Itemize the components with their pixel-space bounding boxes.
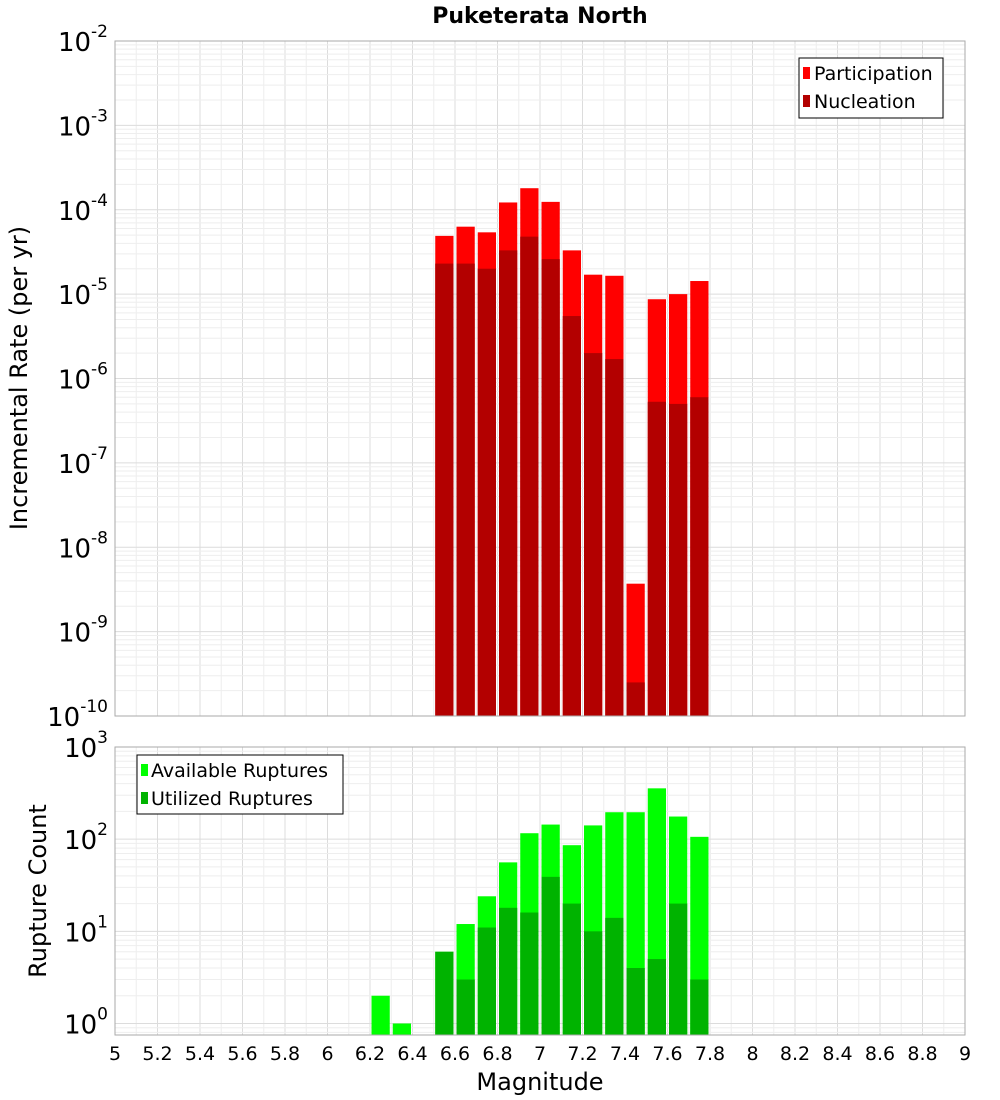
y-tick-label: 100 bbox=[64, 1004, 108, 1040]
x-tick-label: 8 bbox=[746, 1043, 758, 1065]
x-ticks: 5 5.2 5.4 5.6 5.8 6 6.2 6.4 6.6 6.8 7 7.2 7.4 7.6 7.8 8… bbox=[109, 1043, 971, 1065]
top-grid bbox=[114, 40, 966, 717]
rate-bar-nucleation bbox=[647, 401, 666, 716]
legend-participation-label: Participation bbox=[814, 63, 933, 85]
rate-bar-nucleation bbox=[520, 236, 539, 716]
x-tick-label: 9 bbox=[959, 1043, 971, 1065]
top-y-ticks: 10-10 10-9 10-8 10-7 10-6 10-5 10-4 10-3 10-2 bbox=[47, 22, 108, 733]
y-tick-label: 10-2 bbox=[58, 22, 108, 58]
rate-bar-nucleation bbox=[690, 397, 709, 716]
x-tick-label: 5.4 bbox=[185, 1043, 215, 1065]
bottom-legend-box bbox=[136, 754, 344, 815]
rate-bar-nucleation bbox=[477, 268, 496, 716]
count-bar-utilized-ruptures bbox=[584, 931, 603, 1035]
rate-bar-nucleation bbox=[562, 316, 581, 716]
x-tick-label: 7.6 bbox=[652, 1043, 682, 1065]
y-tick-label: 10-8 bbox=[58, 528, 108, 564]
x-tick-label: 5.2 bbox=[142, 1043, 172, 1065]
legend-nucleation-swatch bbox=[803, 95, 810, 107]
count-bar-utilized-ruptures bbox=[626, 967, 645, 1035]
top-bars bbox=[435, 188, 709, 717]
top-legend: Participation Nucleation bbox=[798, 57, 944, 119]
rate-bar-nucleation bbox=[541, 259, 560, 716]
bottom-panel: 100 101 102 103 Rupture Count Available Rup… bbox=[24, 728, 971, 1096]
legend-nucleation-label: Nucleation bbox=[814, 91, 916, 113]
x-tick-label: 6.4 bbox=[397, 1043, 427, 1065]
count-bar-utilized-ruptures bbox=[669, 903, 688, 1035]
x-tick-label: 6.8 bbox=[482, 1043, 512, 1065]
legend-available-label: Available Ruptures bbox=[151, 760, 328, 782]
top-panel: 10-10 10-9 10-8 10-7 10-6 10-5 10-4 10-3 10-2 In… bbox=[5, 22, 966, 733]
top-y-axis-label: Incremental Rate (per yr) bbox=[5, 226, 33, 530]
x-tick-label: 5.8 bbox=[270, 1043, 300, 1065]
count-bar-utilized-ruptures bbox=[499, 907, 518, 1035]
count-bar-available-ruptures bbox=[371, 995, 390, 1035]
x-tick-label: 7.2 bbox=[567, 1043, 597, 1065]
x-tick-label: 8.2 bbox=[780, 1043, 810, 1065]
rate-bar-nucleation bbox=[584, 353, 603, 716]
rate-bar-nucleation bbox=[456, 263, 475, 716]
y-tick-label: 103 bbox=[64, 728, 108, 764]
x-tick-label: 6.6 bbox=[440, 1043, 470, 1065]
count-bar-utilized-ruptures bbox=[456, 979, 475, 1035]
rate-bar-nucleation bbox=[435, 263, 454, 716]
y-tick-label: 10-5 bbox=[58, 275, 108, 311]
bottom-bars bbox=[371, 788, 709, 1035]
count-bar-utilized-ruptures bbox=[477, 927, 496, 1035]
x-tick-label: 5 bbox=[109, 1043, 121, 1065]
x-tick-label: 7 bbox=[534, 1043, 546, 1065]
y-tick-label: 10-9 bbox=[58, 613, 108, 649]
bottom-y-axis-label: Rupture Count bbox=[24, 804, 52, 978]
y-tick-label: 10-6 bbox=[58, 360, 108, 396]
count-bar-utilized-ruptures bbox=[541, 876, 560, 1035]
count-bar-available-ruptures bbox=[392, 1023, 411, 1035]
x-tick-label: 6 bbox=[321, 1043, 333, 1065]
bottom-legend: Available Ruptures Utilized Ruptures bbox=[136, 754, 344, 815]
legend-participation-swatch bbox=[803, 67, 810, 79]
x-tick-label: 7.4 bbox=[610, 1043, 640, 1065]
x-tick-label: 8.4 bbox=[822, 1043, 852, 1065]
top-legend-box bbox=[798, 57, 944, 119]
y-tick-label: 10-7 bbox=[58, 444, 108, 480]
count-bar-utilized-ruptures bbox=[690, 979, 709, 1035]
legend-utilized-swatch bbox=[141, 792, 148, 804]
y-tick-label: 10-10 bbox=[47, 697, 108, 733]
count-bar-utilized-ruptures bbox=[520, 912, 539, 1035]
chart-title: Puketerata North bbox=[432, 4, 647, 29]
bottom-y-ticks: 100 101 102 103 bbox=[64, 728, 108, 1040]
top-plot-frame bbox=[114, 40, 966, 717]
x-tick-label: 5.6 bbox=[227, 1043, 257, 1065]
rate-bar-nucleation bbox=[605, 359, 624, 716]
y-tick-label: 10-4 bbox=[58, 191, 108, 227]
x-tick-label: 6.2 bbox=[355, 1043, 385, 1065]
x-tick-label: 8.8 bbox=[907, 1043, 937, 1065]
rate-bar-nucleation bbox=[626, 682, 645, 716]
x-tick-label: 8.6 bbox=[865, 1043, 895, 1065]
y-tick-label: 102 bbox=[64, 820, 108, 856]
rate-bar-nucleation bbox=[499, 250, 518, 717]
bottom-plot-frame bbox=[114, 746, 966, 1036]
count-bar-utilized-ruptures bbox=[435, 951, 454, 1035]
legend-available-swatch bbox=[141, 764, 148, 776]
rate-bar-nucleation bbox=[669, 403, 688, 716]
count-bar-utilized-ruptures bbox=[562, 903, 581, 1035]
x-axis-label: Magnitude bbox=[476, 1068, 603, 1096]
y-tick-label: 10-3 bbox=[58, 106, 108, 142]
count-bar-utilized-ruptures bbox=[647, 959, 666, 1035]
y-tick-label: 101 bbox=[64, 912, 108, 948]
count-bar-utilized-ruptures bbox=[605, 917, 624, 1035]
legend-utilized-label: Utilized Ruptures bbox=[151, 788, 313, 810]
x-tick-label: 7.8 bbox=[695, 1043, 725, 1065]
